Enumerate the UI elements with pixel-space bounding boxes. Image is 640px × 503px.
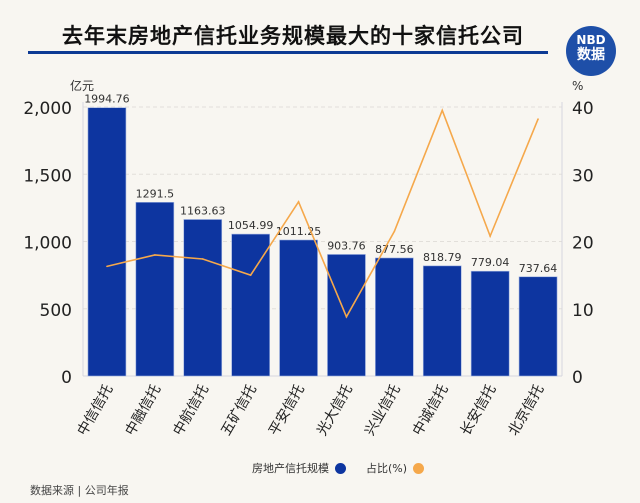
bar-value-label: 737.64: [519, 262, 558, 275]
bar-value-label: 818.79: [423, 251, 462, 264]
y-left-tick: 500: [40, 301, 72, 321]
bar: [87, 107, 127, 377]
bar: [375, 257, 414, 377]
line-point: [249, 274, 252, 276]
y-right-tick: 40: [572, 99, 594, 119]
bar: [518, 276, 558, 377]
bar-value-label: 779.04: [471, 256, 510, 269]
y-right-tick: 20: [572, 234, 594, 254]
y-left-unit: 亿元: [70, 78, 94, 93]
line-point: [201, 258, 204, 260]
line-point: [154, 254, 156, 256]
bar: [135, 201, 175, 377]
bar: [183, 219, 223, 377]
source-note: 数据来源 | 公司年报: [30, 484, 129, 497]
bar-value-label: 1994.76: [84, 93, 130, 106]
y-left-tick: 1,000: [23, 234, 72, 254]
logo-line2: 数据: [577, 47, 605, 63]
y-right-tick: 10: [572, 301, 594, 321]
line-point: [489, 235, 491, 237]
bar: [470, 270, 510, 377]
title-rule: [28, 51, 548, 54]
nbd-logo: NBD 数据: [566, 26, 616, 76]
line-point: [537, 118, 539, 120]
legend-line-label: 占比(%): [366, 462, 408, 475]
legend-line-swatch: [413, 462, 425, 474]
line-point: [297, 201, 300, 203]
y-left-tick: 1,500: [23, 166, 72, 186]
legend: 房地产信托规模 占比(%): [252, 460, 425, 476]
bar-value-label: 1054.99: [228, 219, 274, 232]
x-tick-label: 光大信托: [314, 382, 356, 438]
y-right-unit: %: [572, 79, 583, 93]
x-tick-label: 兴业信托: [362, 382, 404, 438]
bar-value-label: 1163.63: [180, 204, 226, 217]
bar: [422, 265, 462, 377]
line-series: [106, 108, 539, 319]
y-right-tick: 0: [572, 368, 583, 388]
bar: [231, 233, 270, 377]
line-point: [106, 265, 108, 268]
x-tick-label: 长安信托: [458, 382, 500, 438]
logo-line1: NBD: [576, 33, 606, 47]
y-right-tick: 30: [572, 166, 594, 186]
legend-bar-swatch: [335, 462, 346, 474]
y-left-tick: 2,000: [23, 99, 72, 119]
line-point: [441, 109, 444, 112]
bar-value-label: 903.76: [327, 239, 366, 252]
x-tick-label: 中信信托: [75, 382, 117, 438]
bar-value-label: 877.56: [375, 243, 414, 256]
x-tick-label: 五矿信托: [218, 382, 260, 438]
bar-value-label: 1291.5: [136, 187, 175, 200]
x-tick-label: 平安信托: [266, 382, 308, 438]
legend-bar-label: 房地产信托规模: [252, 462, 329, 475]
x-tick-label: 中诚信托: [410, 382, 452, 438]
bar: [279, 239, 318, 377]
chart-title: 去年末房地产信托业务规模最大的十家信托公司: [62, 24, 524, 48]
x-tick-label: 中航信托: [170, 382, 212, 438]
line-point: [393, 230, 396, 233]
line-point: [345, 316, 348, 318]
x-tick-label: 中融信托: [122, 382, 164, 438]
x-tick-label: 北京信托: [506, 382, 548, 438]
y-left-tick: 0: [61, 368, 72, 388]
